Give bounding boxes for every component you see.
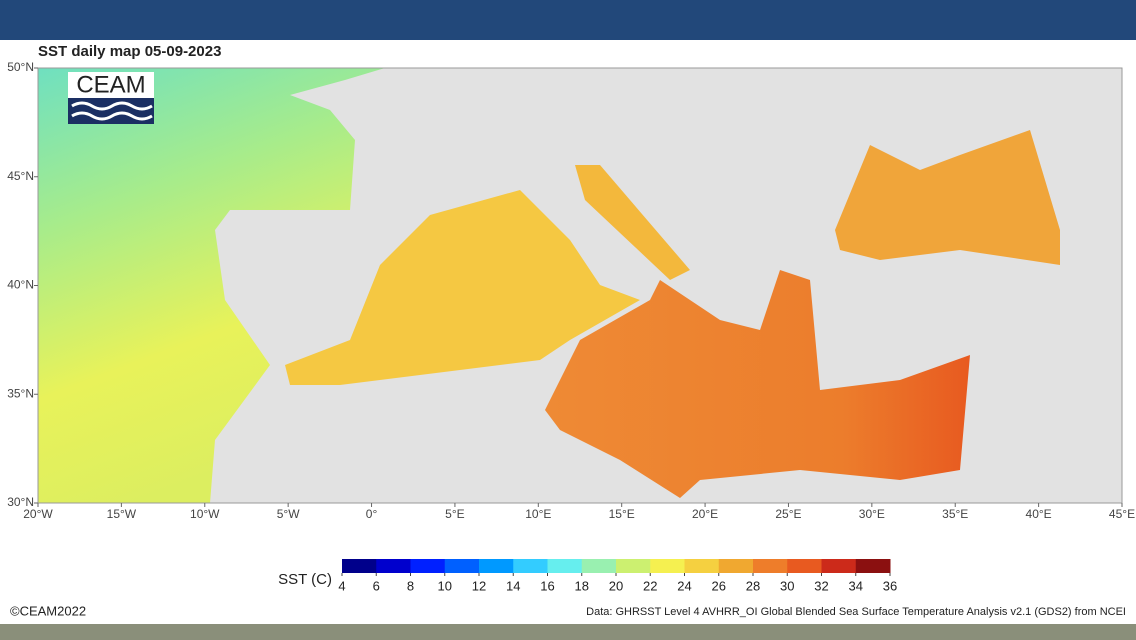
colorbar-tick-label: 26 <box>712 578 726 593</box>
colorbar-segment <box>581 559 617 573</box>
colorbar-tick-label: 28 <box>746 578 760 593</box>
colorbar-segment <box>753 559 788 573</box>
colorbar-segment <box>342 559 377 573</box>
lon-tick-label: 0° <box>366 507 378 521</box>
lon-tick-label: 45°E <box>1109 507 1135 521</box>
colorbar-segment <box>821 559 857 573</box>
colorbar-tick-label: 8 <box>407 578 414 593</box>
colorbar-tick-label: 36 <box>883 578 897 593</box>
lon-tick-label: 5°E <box>445 507 464 521</box>
colorbar-segment <box>410 559 446 573</box>
colorbar-tick-label: 6 <box>373 578 380 593</box>
lon-tick-label: 15°E <box>609 507 635 521</box>
lat-tick-label: 35°N <box>7 386 34 400</box>
lon-tick-label: 35°E <box>942 507 968 521</box>
header-bar <box>0 0 1136 40</box>
lat-tick-label: 30°N <box>7 495 34 509</box>
lon-tick-label: 10°W <box>190 507 220 521</box>
west-med-sea <box>285 190 640 385</box>
lon-tick-label: 40°E <box>1026 507 1052 521</box>
colorbar-tick-label: 18 <box>575 578 589 593</box>
colorbar-tick-label: 22 <box>643 578 657 593</box>
colorbar-segment <box>787 559 822 573</box>
map: CEAM <box>37 67 1123 504</box>
colorbar-label: SST (C) <box>278 571 332 588</box>
lat-tick-label: 45°N <box>7 169 34 183</box>
colorbar-tick-label: 14 <box>506 578 520 593</box>
colorbar-tick-label: 10 <box>438 578 452 593</box>
logo-text: CEAM <box>76 71 145 98</box>
colorbar-tick-label: 34 <box>849 578 863 593</box>
colorbar-segment <box>513 559 548 573</box>
colorbar-segment <box>718 559 754 573</box>
logo-wave-lines <box>71 101 153 121</box>
lon-tick-label: 10°E <box>525 507 551 521</box>
colorbar-segment <box>650 559 685 573</box>
adriatic-sea <box>575 165 690 280</box>
map-title: SST daily map 05-09-2023 <box>38 43 221 60</box>
black-sea <box>835 130 1060 265</box>
colorbar-tick-label: 24 <box>677 578 691 593</box>
colorbar-tick-label: 12 <box>472 578 486 593</box>
colorbar-segment <box>479 559 514 573</box>
colorbar-segment <box>684 559 720 573</box>
colorbar-tick-label: 16 <box>540 578 554 593</box>
atlantic-sea <box>38 68 385 503</box>
lat-tick-label: 50°N <box>7 60 34 74</box>
copyright: ©CEAM2022 <box>10 603 86 618</box>
east-med-sea <box>545 270 970 498</box>
lon-tick-label: 20°W <box>23 507 53 521</box>
bottom-strip <box>0 624 1136 640</box>
colorbar-segment <box>547 559 583 573</box>
colorbar-segment <box>376 559 411 573</box>
lat-tick-label: 40°N <box>7 278 34 292</box>
colorbar-tick-label: 32 <box>814 578 828 593</box>
colorbar-tick-label: 30 <box>780 578 794 593</box>
lon-tick-label: 20°E <box>692 507 718 521</box>
lon-tick-label: 25°E <box>775 507 801 521</box>
colorbar-segment <box>616 559 651 573</box>
logo: CEAM <box>68 71 154 124</box>
data-source: Data: GHRSST Level 4 AVHRR_OI Global Ble… <box>586 606 1126 618</box>
colorbar-segment <box>855 559 891 573</box>
colorbar-segment <box>444 559 480 573</box>
colorbar-tick-label: 4 <box>338 578 345 593</box>
colorbar-tick-label: 20 <box>609 578 623 593</box>
lon-tick-label: 5°W <box>277 507 300 521</box>
lon-tick-label: 30°E <box>859 507 885 521</box>
lon-tick-label: 15°W <box>107 507 137 521</box>
